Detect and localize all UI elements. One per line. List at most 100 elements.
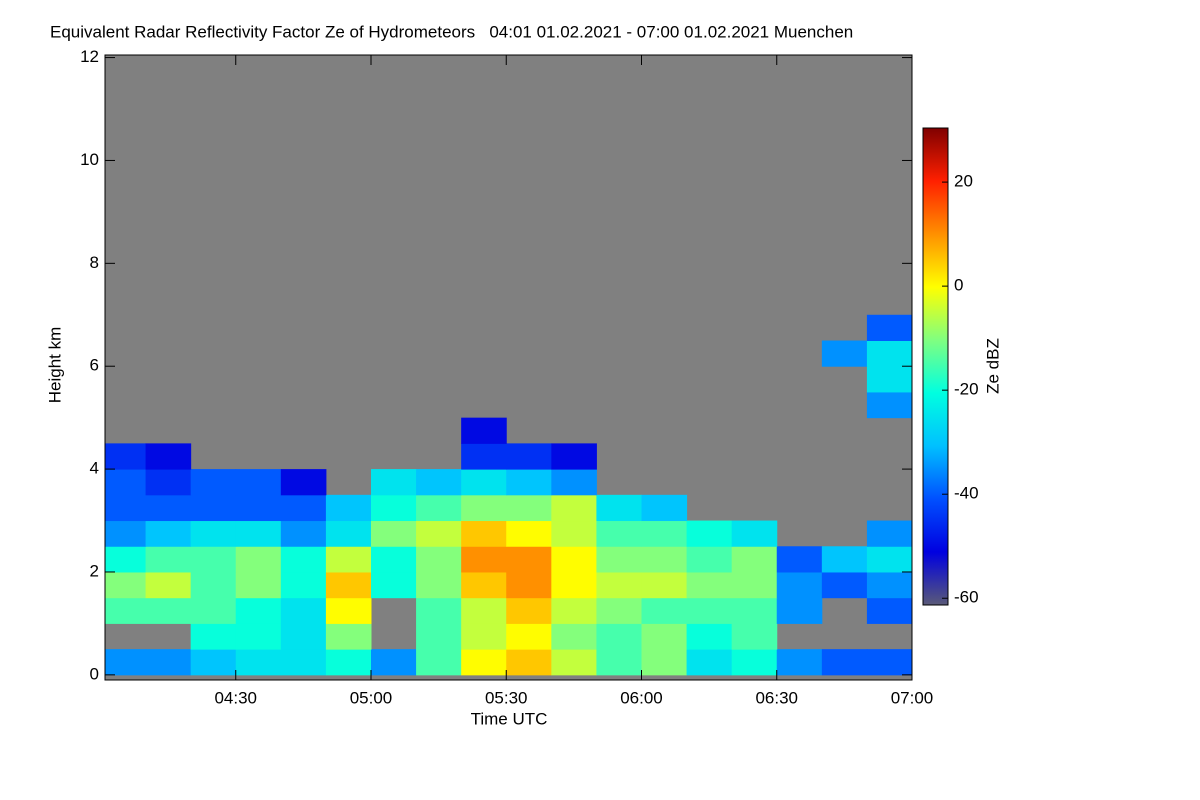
heatmap-cell: [821, 649, 868, 676]
heatmap-cell: [731, 571, 778, 599]
heatmap-cell: [461, 469, 507, 496]
heatmap-cell: [370, 494, 417, 522]
heatmap-cell: [105, 649, 147, 676]
heatmap-cell: [866, 571, 913, 599]
heatmap-cell: [551, 494, 597, 522]
heatmap-cell: [551, 571, 597, 599]
heatmap-cell: [686, 571, 733, 599]
x-tick-label: 07:00: [891, 688, 934, 707]
heatmap-cell: [866, 340, 913, 367]
colorbar-tick-label: 20: [954, 172, 973, 191]
heatmap-cell: [776, 571, 823, 599]
heatmap-cell: [461, 494, 507, 522]
y-tick-label: 6: [90, 356, 99, 375]
heatmap-cell: [235, 546, 282, 573]
heatmap-cell: [551, 623, 597, 650]
heatmap-cell: [235, 571, 282, 599]
heatmap-cell: [776, 597, 823, 624]
heatmap-cell: [190, 623, 237, 650]
heatmap-cell: [866, 314, 913, 341]
heatmap-cell: [866, 597, 913, 624]
heatmap-cell: [551, 520, 597, 547]
heatmap-cell: [461, 546, 507, 573]
heatmap-cell: [105, 443, 147, 470]
heatmap-cell: [731, 597, 778, 624]
heatmap-cell: [866, 391, 913, 419]
heatmap-cell: [596, 571, 642, 599]
heatmap-cell: [416, 623, 462, 650]
heatmap-cell: [416, 649, 462, 676]
heatmap-cell: [461, 597, 507, 624]
chart-title: Equivalent Radar Reflectivity Factor Ze …: [50, 22, 853, 41]
heatmap-cell: [325, 571, 372, 599]
y-tick-label: 0: [90, 664, 99, 683]
heatmap-cell: [641, 571, 688, 599]
x-tick-label: 05:30: [485, 688, 528, 707]
heatmap-cell: [821, 546, 868, 573]
heatmap-cell: [325, 546, 372, 573]
x-tick-label: 06:00: [620, 688, 663, 707]
heatmap-cell: [461, 443, 507, 470]
heatmap-cell: [596, 649, 642, 676]
heatmap-cell: [686, 623, 733, 650]
heatmap-cell: [731, 649, 778, 676]
heatmap-cell: [506, 623, 552, 650]
heatmap-cell: [506, 597, 552, 624]
y-tick-label: 10: [80, 150, 99, 169]
heatmap-cell: [461, 649, 507, 676]
heatmap-cell: [641, 520, 688, 547]
heatmap-cell: [145, 520, 192, 547]
heatmap-cell: [280, 546, 327, 573]
heatmap-cell: [105, 597, 147, 624]
y-tick-label: 12: [80, 47, 99, 66]
x-axis-label: Time UTC: [471, 709, 548, 728]
heatmap-cell: [280, 571, 327, 599]
heatmap-cell: [190, 494, 237, 522]
heatmap-cell: [235, 469, 282, 496]
heatmap-cell: [325, 623, 372, 650]
colorbar-tick-label: -40: [954, 484, 979, 503]
heatmap-cell: [776, 546, 823, 573]
heatmap-cell: [235, 649, 282, 676]
x-tick-label: 05:00: [350, 688, 393, 707]
heatmap-cell: [866, 649, 913, 676]
heatmap-cell: [506, 469, 552, 496]
heatmap-cell: [776, 649, 823, 676]
heatmap-cell: [235, 597, 282, 624]
heatmap-cell: [190, 571, 237, 599]
heatmap-cell: [551, 443, 597, 470]
heatmap-cell: [145, 571, 192, 599]
heatmap-cell: [641, 649, 688, 676]
heatmap-cell: [686, 649, 733, 676]
heatmap-cell: [551, 649, 597, 676]
x-tick-label: 04:30: [214, 688, 257, 707]
heatmap-cell: [866, 546, 913, 573]
heatmap-cell: [416, 520, 462, 547]
heatmap-cell: [190, 649, 237, 676]
colorbar-tick-label: -20: [954, 380, 979, 399]
heatmap-cell: [641, 623, 688, 650]
heatmap-cell: [190, 546, 237, 573]
heatmap-cell: [866, 366, 913, 393]
heatmap-cell: [105, 469, 147, 496]
heatmap-cell: [821, 340, 868, 367]
heatmap-cell: [641, 494, 688, 522]
heatmap-cell: [235, 520, 282, 547]
heatmap-cell: [506, 443, 552, 470]
heatmap-cell: [641, 597, 688, 624]
heatmap-cell: [145, 443, 192, 470]
heatmap-cell: [280, 520, 327, 547]
heatmap-cell: [280, 494, 327, 522]
heatmap-cell: [325, 597, 372, 624]
heatmap-cell: [686, 520, 733, 547]
heatmap-cell: [821, 571, 868, 599]
heatmap-cell: [416, 546, 462, 573]
heatmap-cell: [280, 649, 327, 676]
heatmap-cell: [280, 623, 327, 650]
heatmap-cell: [506, 494, 552, 522]
heatmap-cell: [105, 546, 147, 573]
heatmap-cell: [731, 623, 778, 650]
colorbar-tick-label: 0: [954, 276, 963, 295]
heatmap-cell: [416, 597, 462, 624]
heatmap-cell: [145, 649, 192, 676]
